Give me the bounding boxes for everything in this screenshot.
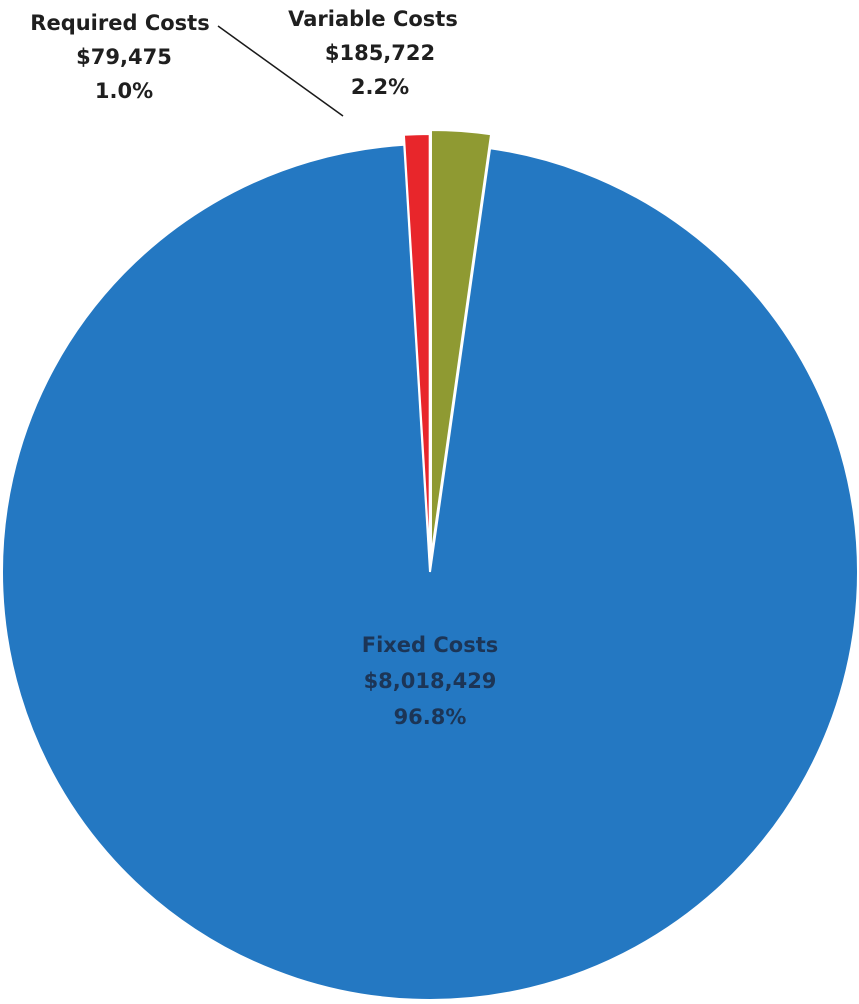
fixed-costs-percent-label: 96.8%	[394, 705, 467, 729]
fixed-costs-value-label: $8,018,429	[364, 669, 497, 693]
variable-costs-slice	[429, 129, 493, 559]
required-costs-name-label: Required Costs	[30, 11, 209, 35]
required-costs-percent-label: 1.0%	[95, 79, 153, 103]
variable-costs-value-label: $185,722	[325, 41, 435, 65]
required-costs-leader-line	[217, 25, 344, 117]
required-costs-value-label: $79,475	[76, 45, 172, 69]
fixed-costs-slice	[1, 143, 859, 1001]
variable-costs-name-label: Variable Costs	[288, 7, 458, 31]
pie-slices	[1, 129, 859, 1001]
required-costs-slice	[402, 133, 431, 563]
variable-costs-percent-label: 2.2%	[351, 75, 409, 99]
fixed-costs-name-label: Fixed Costs	[362, 633, 499, 657]
